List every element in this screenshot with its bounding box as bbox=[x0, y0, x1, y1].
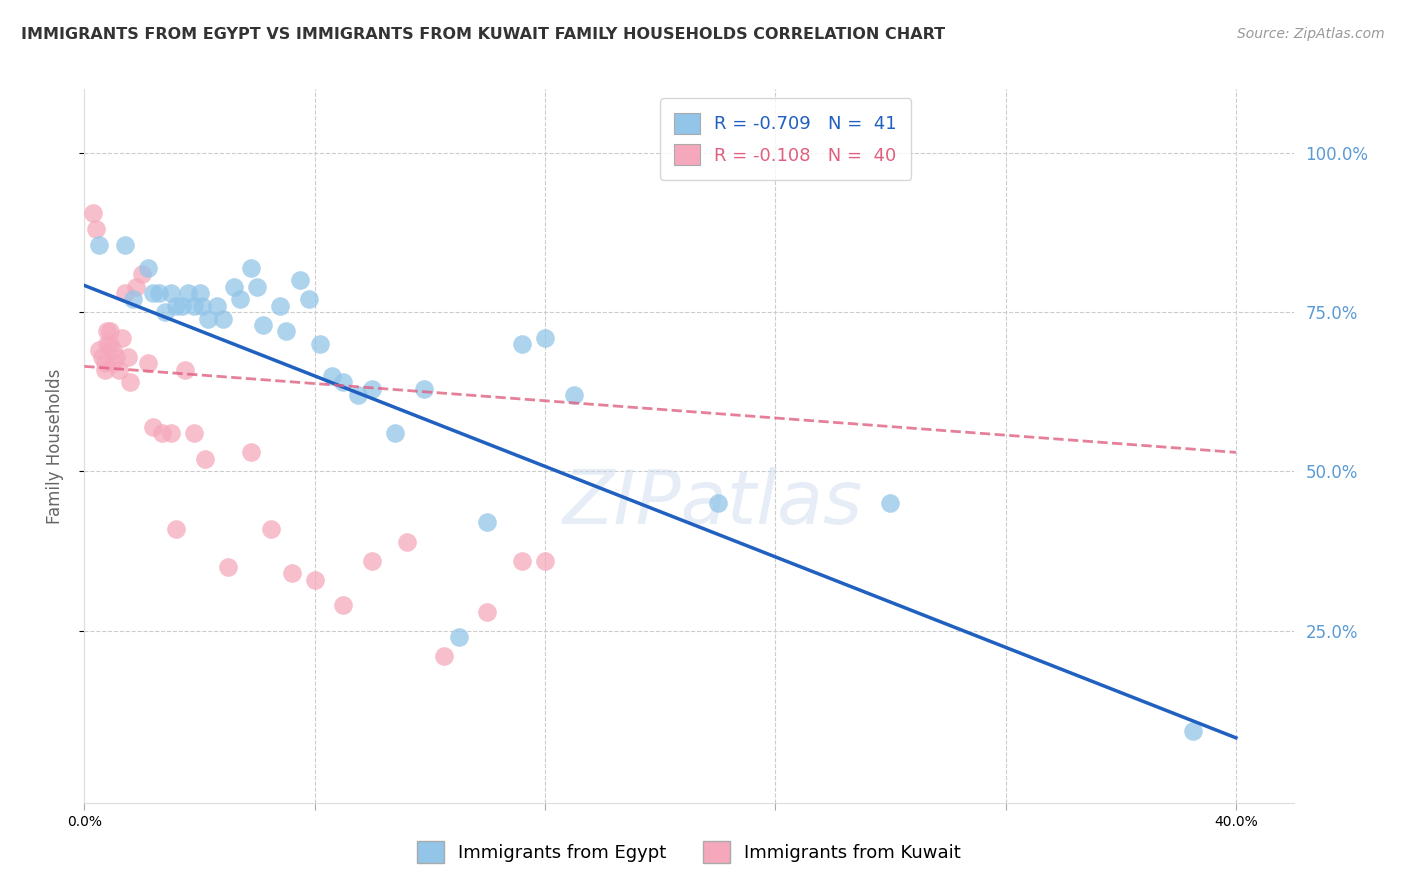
Point bbox=[252, 318, 274, 332]
Point bbox=[384, 426, 406, 441]
Point bbox=[222, 279, 245, 293]
Point bbox=[534, 331, 557, 345]
Point bbox=[177, 286, 200, 301]
Point bbox=[304, 573, 326, 587]
Point bbox=[1181, 724, 1204, 739]
Point bbox=[260, 522, 283, 536]
Point bbox=[332, 376, 354, 390]
Point bbox=[120, 376, 142, 390]
Point bbox=[269, 299, 291, 313]
Point bbox=[361, 382, 384, 396]
Point bbox=[96, 324, 118, 338]
Point bbox=[534, 554, 557, 568]
Point bbox=[477, 516, 499, 530]
Point bbox=[290, 273, 312, 287]
Point bbox=[117, 350, 139, 364]
Point bbox=[229, 293, 252, 307]
Point bbox=[98, 337, 121, 351]
Point bbox=[84, 222, 107, 236]
Point bbox=[477, 605, 499, 619]
Point bbox=[136, 260, 159, 275]
Text: IMMIGRANTS FROM EGYPT VS IMMIGRANTS FROM KUWAIT FAMILY HOUSEHOLDS CORRELATION CH: IMMIGRANTS FROM EGYPT VS IMMIGRANTS FROM… bbox=[21, 27, 945, 42]
Point bbox=[166, 522, 188, 536]
Text: Source: ZipAtlas.com: Source: ZipAtlas.com bbox=[1237, 27, 1385, 41]
Point bbox=[96, 337, 118, 351]
Point bbox=[510, 554, 533, 568]
Point bbox=[361, 554, 384, 568]
Point bbox=[510, 337, 533, 351]
Point bbox=[148, 286, 170, 301]
Point bbox=[280, 566, 302, 581]
Point bbox=[122, 293, 145, 307]
Point bbox=[246, 279, 269, 293]
Point bbox=[274, 324, 297, 338]
Point bbox=[347, 388, 370, 402]
Point bbox=[321, 368, 343, 383]
Point bbox=[150, 426, 173, 441]
Point bbox=[108, 362, 131, 376]
Point bbox=[240, 260, 263, 275]
Y-axis label: Family Households: Family Households bbox=[45, 368, 63, 524]
Point bbox=[183, 426, 205, 441]
Point bbox=[240, 445, 263, 459]
Point bbox=[114, 238, 136, 252]
Point bbox=[82, 206, 104, 220]
Point bbox=[197, 311, 219, 326]
Point bbox=[309, 337, 332, 351]
Point bbox=[153, 305, 176, 319]
Point bbox=[172, 299, 194, 313]
Point bbox=[211, 311, 233, 326]
Point bbox=[332, 599, 354, 613]
Point bbox=[114, 286, 136, 301]
Point bbox=[191, 299, 214, 313]
Point bbox=[879, 496, 901, 510]
Point bbox=[194, 451, 217, 466]
Point bbox=[298, 293, 321, 307]
Legend: Immigrants from Egypt, Immigrants from Kuwait: Immigrants from Egypt, Immigrants from K… bbox=[404, 829, 974, 876]
Point bbox=[93, 356, 115, 370]
Point bbox=[159, 426, 181, 441]
Text: ZIPatlas: ZIPatlas bbox=[562, 467, 863, 539]
Point bbox=[174, 362, 197, 376]
Point bbox=[166, 299, 188, 313]
Point bbox=[159, 286, 181, 301]
Point bbox=[90, 350, 112, 364]
Point bbox=[105, 350, 128, 364]
Point bbox=[433, 649, 456, 664]
Point bbox=[188, 286, 211, 301]
Point bbox=[111, 331, 134, 345]
Point bbox=[101, 343, 124, 358]
Point bbox=[217, 560, 239, 574]
Point bbox=[98, 324, 121, 338]
Point bbox=[395, 534, 418, 549]
Point bbox=[706, 496, 728, 510]
Point bbox=[413, 382, 436, 396]
Point bbox=[205, 299, 228, 313]
Point bbox=[142, 420, 165, 434]
Point bbox=[142, 286, 165, 301]
Point bbox=[93, 362, 115, 376]
Point bbox=[447, 630, 470, 644]
Point bbox=[125, 279, 148, 293]
Point bbox=[87, 343, 110, 358]
Point bbox=[136, 356, 159, 370]
Point bbox=[183, 299, 205, 313]
Point bbox=[101, 356, 124, 370]
Point bbox=[87, 238, 110, 252]
Point bbox=[562, 388, 585, 402]
Point bbox=[131, 267, 153, 281]
